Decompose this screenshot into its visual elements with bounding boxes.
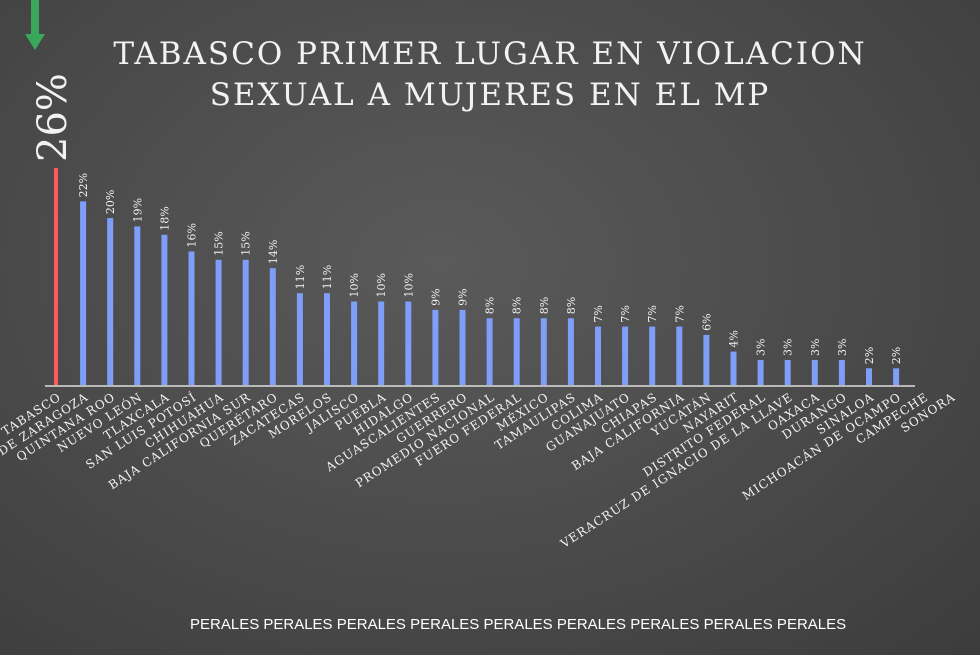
value-label-25: 4%: [728, 330, 741, 347]
value-label-26: 3%: [755, 339, 768, 356]
value-label-8: 14%: [267, 240, 280, 264]
chart-title-line-2: SEXUAL A MUJERES EN EL MP: [209, 77, 771, 113]
value-label-16: 8%: [484, 297, 497, 314]
bar-11: [351, 301, 358, 385]
bar-29: [838, 359, 845, 385]
bar-4: [161, 234, 168, 385]
value-label-27: 3%: [782, 339, 795, 356]
value-label-21: 7%: [619, 305, 632, 322]
value-label-10: 11%: [321, 265, 334, 289]
value-label-11: 10%: [348, 273, 361, 297]
bar-17: [513, 318, 520, 385]
value-label-29: 3%: [836, 339, 849, 356]
watermark-text: PERALES PERALES PERALES PERALES PERALES …: [190, 616, 847, 633]
bar-13: [405, 301, 412, 385]
chart-title-line-1: TABASCO PRIMER LUGAR EN VIOLACION: [113, 36, 867, 72]
bar-5: [188, 251, 195, 385]
bar-18: [540, 318, 547, 385]
value-label-24: 6%: [700, 313, 713, 330]
bar-22: [649, 326, 656, 385]
bar-20: [595, 326, 601, 385]
bar-3: [134, 226, 141, 385]
bar-23: [676, 326, 683, 385]
value-label-15: 9%: [457, 288, 470, 305]
bar-16: [486, 318, 493, 385]
bar-30: [866, 368, 872, 385]
bar-25: [730, 351, 737, 385]
value-label-1: 22%: [77, 173, 90, 197]
bar-31: [893, 368, 900, 385]
value-label-18: 8%: [538, 297, 551, 314]
bar-26: [757, 359, 764, 385]
value-label-19: 8%: [565, 297, 578, 314]
bar-12: [378, 301, 385, 385]
value-label-23: 7%: [673, 305, 686, 322]
highlight-value-label: 26%: [30, 73, 76, 162]
value-label-17: 8%: [511, 297, 524, 314]
value-label-20: 7%: [592, 305, 605, 322]
value-label-28: 3%: [809, 339, 822, 356]
bar-8: [269, 268, 276, 385]
bar-27: [784, 359, 791, 385]
bar-2: [107, 218, 114, 385]
value-label-6: 15%: [213, 231, 226, 255]
value-label-13: 10%: [402, 273, 415, 297]
value-label-2: 20%: [104, 190, 117, 214]
value-label-30: 2%: [863, 347, 876, 364]
value-label-7: 15%: [240, 231, 253, 255]
bar-9: [296, 293, 303, 385]
value-label-31: 2%: [890, 347, 903, 364]
bar-15: [459, 309, 466, 385]
bar-28: [811, 359, 818, 385]
value-label-22: 7%: [646, 305, 659, 322]
value-label-5: 16%: [186, 223, 199, 247]
value-label-4: 18%: [158, 206, 171, 230]
value-label-12: 10%: [375, 273, 388, 297]
bar-0: [54, 168, 58, 385]
bar-21: [622, 326, 629, 385]
bar-10: [324, 293, 330, 385]
bar-7: [242, 259, 249, 385]
value-label-9: 11%: [294, 265, 307, 289]
bar-14: [432, 309, 439, 385]
bar-6: [215, 259, 222, 385]
value-label-3: 19%: [131, 198, 144, 222]
bar-1: [80, 201, 87, 385]
bar-19: [567, 318, 574, 385]
value-label-14: 9%: [429, 288, 442, 305]
bar-24: [703, 334, 710, 385]
down-arrow-icon: [25, 0, 45, 50]
